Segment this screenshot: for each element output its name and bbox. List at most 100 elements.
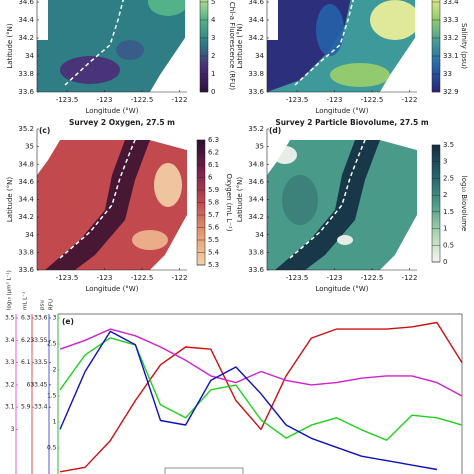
field-patch <box>316 4 344 56</box>
y-tick-label: 6.2 <box>21 337 31 344</box>
x-tick-label: -123 <box>327 274 343 282</box>
colorbar-tick-label: 1 <box>443 225 447 233</box>
y-tick-label: 34.6 <box>248 0 264 6</box>
colorbar-tick-label: 0 <box>211 88 215 96</box>
panel-label: (d) <box>269 126 281 135</box>
colorbar-tick-label: 5.8 <box>208 199 219 207</box>
y-tick-label: 2.5 <box>47 341 57 348</box>
y-tick-label: 33.6 <box>18 266 34 274</box>
x-axis-label: Longitude (°W) <box>316 285 369 293</box>
y-tick-label: 3.2 <box>5 381 15 388</box>
front-line <box>294 0 354 86</box>
colorbar-tick-label: 5.6 <box>208 224 220 232</box>
field-patch <box>132 230 168 250</box>
series-line <box>59 321 463 473</box>
y-tick-label: 33.8 <box>248 248 264 256</box>
x-tick-label: -122.5 <box>131 274 154 282</box>
y-tick-label: 34.4 <box>18 16 34 24</box>
y-tick-label: 33.55 <box>30 337 47 344</box>
field <box>37 140 187 270</box>
colorbar-tick-label: 33.4 <box>443 0 459 6</box>
y-tick-label: 35.2 <box>248 125 264 133</box>
colorbar-tick-label: 2 <box>443 191 447 199</box>
x-tick-label: -122 <box>402 274 418 282</box>
x-tick-label: -122.5 <box>131 96 154 104</box>
y-tick-label: 6.1 <box>21 359 31 366</box>
colorbar-tick-label: 1.5 <box>443 208 454 216</box>
y-tick-label: 3 <box>53 315 57 322</box>
colorbar-tick-label: 5.4 <box>208 249 220 257</box>
colorbar-label: log₁₀ Biovolume <box>460 176 468 231</box>
y-tick-label: 1 <box>53 419 57 426</box>
colorbar-tick-label: 2 <box>211 52 215 60</box>
y-tick-label: 34.8 <box>248 160 264 168</box>
y-tick-label: 33.8 <box>18 248 34 256</box>
colorbar-tick-label: 6.1 <box>208 161 219 169</box>
colorbar-tick-label: 6.2 <box>208 149 219 157</box>
x-tick-label: -123 <box>97 274 113 282</box>
y-tick-label: 33.8 <box>248 70 264 78</box>
x-tick-label: -123 <box>327 96 343 104</box>
y-axis-label: Latitude (°N) <box>236 23 244 69</box>
field-patch <box>154 163 182 207</box>
colorbar-tick-label: 6 <box>208 174 213 182</box>
y-tick-label: 33.45 <box>30 381 47 388</box>
colorbar-tick-label: 33.1 <box>443 52 459 60</box>
colorbar-tick-label: 2.5 <box>443 174 454 182</box>
y-axis-label: Latitude (°N) <box>6 177 14 223</box>
series-line <box>59 337 463 441</box>
y-tick-label: 34 <box>25 231 34 239</box>
y-tick-label: 1.5 <box>47 393 57 400</box>
colorbar-tick-label: 5.3 <box>208 261 219 269</box>
y-tick-label: 34.8 <box>18 160 34 168</box>
y-tick-label: 34.6 <box>18 178 34 186</box>
y-tick-label: 6 <box>27 381 31 388</box>
field <box>37 0 185 92</box>
field-patch <box>282 175 318 225</box>
field-patch <box>45 140 150 270</box>
y-tick-label: 3.5 <box>5 315 15 322</box>
y-axis-label: psu <box>40 300 46 310</box>
y-tick-label: 34.4 <box>248 196 264 204</box>
colorbar-tick-label: 5.9 <box>208 186 219 194</box>
x-tick-label: -123.5 <box>286 96 309 104</box>
colorbar-tick-label: 0 <box>443 258 447 266</box>
y-tick-label: 35 <box>255 143 264 151</box>
x-tick-label: -122 <box>402 96 418 104</box>
y-tick-label: 34.4 <box>248 16 264 24</box>
x-tick-label: -122.5 <box>361 96 384 104</box>
y-axis-label: Latitude (°N) <box>236 177 244 223</box>
colorbar-tick-label: 33.3 <box>443 16 459 24</box>
x-axis-label: Longitude (°W) <box>86 107 139 115</box>
x-tick-label: -122.5 <box>361 274 384 282</box>
colorbar-tick-label: 5.7 <box>208 211 219 219</box>
colorbar-tick-label: 32.9 <box>443 88 459 96</box>
y-tick-label: 34.2 <box>248 34 264 42</box>
field-patch <box>370 0 415 40</box>
series-line <box>59 328 463 397</box>
panel-label: (e) <box>62 317 74 326</box>
y-axis-label: log₁₀ (µm³ L⁻¹) <box>6 270 13 310</box>
x-tick-label: -123.5 <box>56 274 79 282</box>
y-axis-label: RFU <box>49 299 55 310</box>
colorbar-tick-label: 5 <box>211 0 215 6</box>
y-tick-label: 34.6 <box>248 178 264 186</box>
y-tick-label: 35.2 <box>18 125 34 133</box>
colorbar <box>431 0 441 93</box>
colorbar-tick-label: 33.2 <box>443 34 459 42</box>
field-patch <box>116 40 144 60</box>
field <box>267 0 415 92</box>
y-tick-label: 34.6 <box>18 0 34 6</box>
y-tick-label: 34.2 <box>18 213 34 221</box>
field-patch <box>275 140 380 270</box>
y-tick-label: 34.4 <box>18 196 34 204</box>
colorbar <box>199 0 209 93</box>
colorbar-tick-label: 5.5 <box>208 236 219 244</box>
colorbar-tick-label: 6.3 <box>208 136 219 144</box>
map-title: Survey 2 Particle Biovolume, 27.5 m <box>275 118 429 127</box>
x-tick-label: -122 <box>172 274 188 282</box>
y-tick-label: 33.5 <box>34 359 48 366</box>
x-axis-label: Longitude (°W) <box>86 285 139 293</box>
y-tick-label: 34.2 <box>248 213 264 221</box>
colorbar-tick-label: 4 <box>211 16 216 24</box>
